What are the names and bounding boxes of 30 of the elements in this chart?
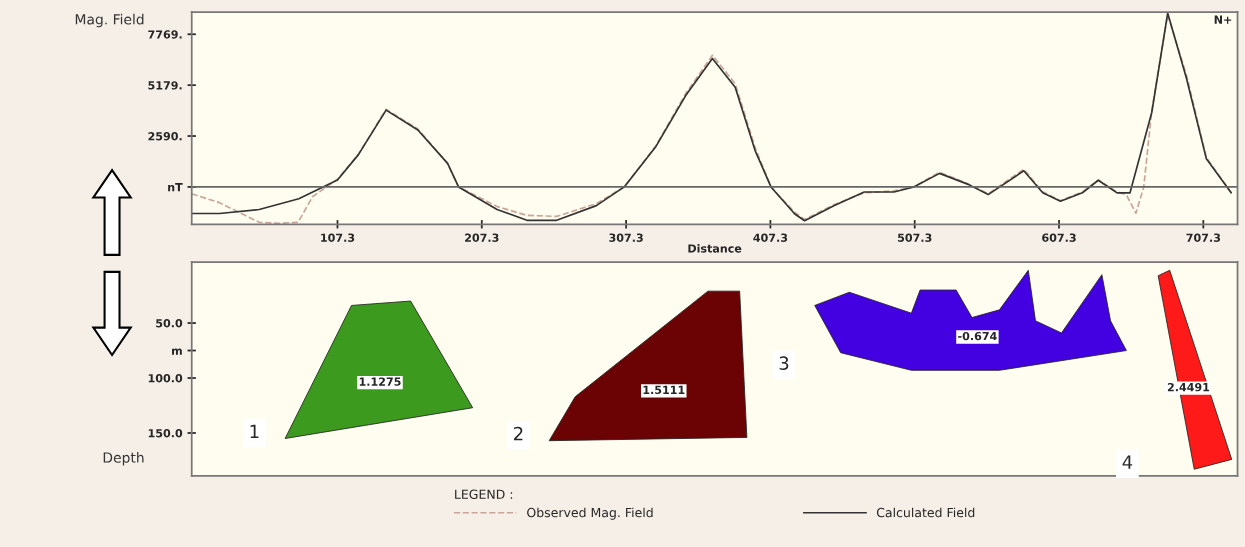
x-tick-label: 107.3	[321, 233, 355, 242]
x-tick-label: 207.3	[465, 233, 499, 242]
annotation: -0.674	[958, 331, 997, 341]
x-tick-label: 507.3	[898, 233, 932, 242]
annotation: 1.1275	[359, 377, 401, 386]
y-tick-label: 2590.	[148, 132, 182, 141]
legend-label: Calculated Field	[876, 507, 975, 518]
y-tick-label: 7769.	[148, 30, 182, 39]
annotation: 3	[779, 356, 789, 371]
x-tick-label: 707.3	[1186, 233, 1221, 242]
annotation: 1.5111	[643, 385, 685, 395]
y-axis-title: Mag. Field	[75, 13, 144, 28]
x-tick-label: 307.3	[609, 233, 643, 242]
legend-title: LEGEND :	[455, 489, 513, 499]
annotation: N+	[1214, 15, 1232, 24]
y-tick-label: 50.0	[156, 319, 183, 328]
x-tick-label: 407.3	[753, 233, 788, 242]
y-tick-label: 5179.	[148, 81, 182, 90]
y-tick-label: 150.0	[148, 428, 183, 438]
annotation: 1	[250, 424, 259, 438]
y-axis-title: Depth	[103, 452, 144, 466]
legend-label: Observed Mag. Field	[527, 507, 653, 520]
x-tick-label: 607.3	[1042, 233, 1076, 242]
x-axis-title: Distance	[688, 244, 742, 253]
annotation: 2	[514, 426, 523, 441]
y-tick-label: 100.0	[148, 374, 183, 383]
y-tick-label: nT	[168, 183, 183, 192]
annotation: 2.4491	[1167, 382, 1210, 392]
y-tick-label: m	[172, 348, 182, 355]
annotation: 4	[1122, 455, 1133, 469]
